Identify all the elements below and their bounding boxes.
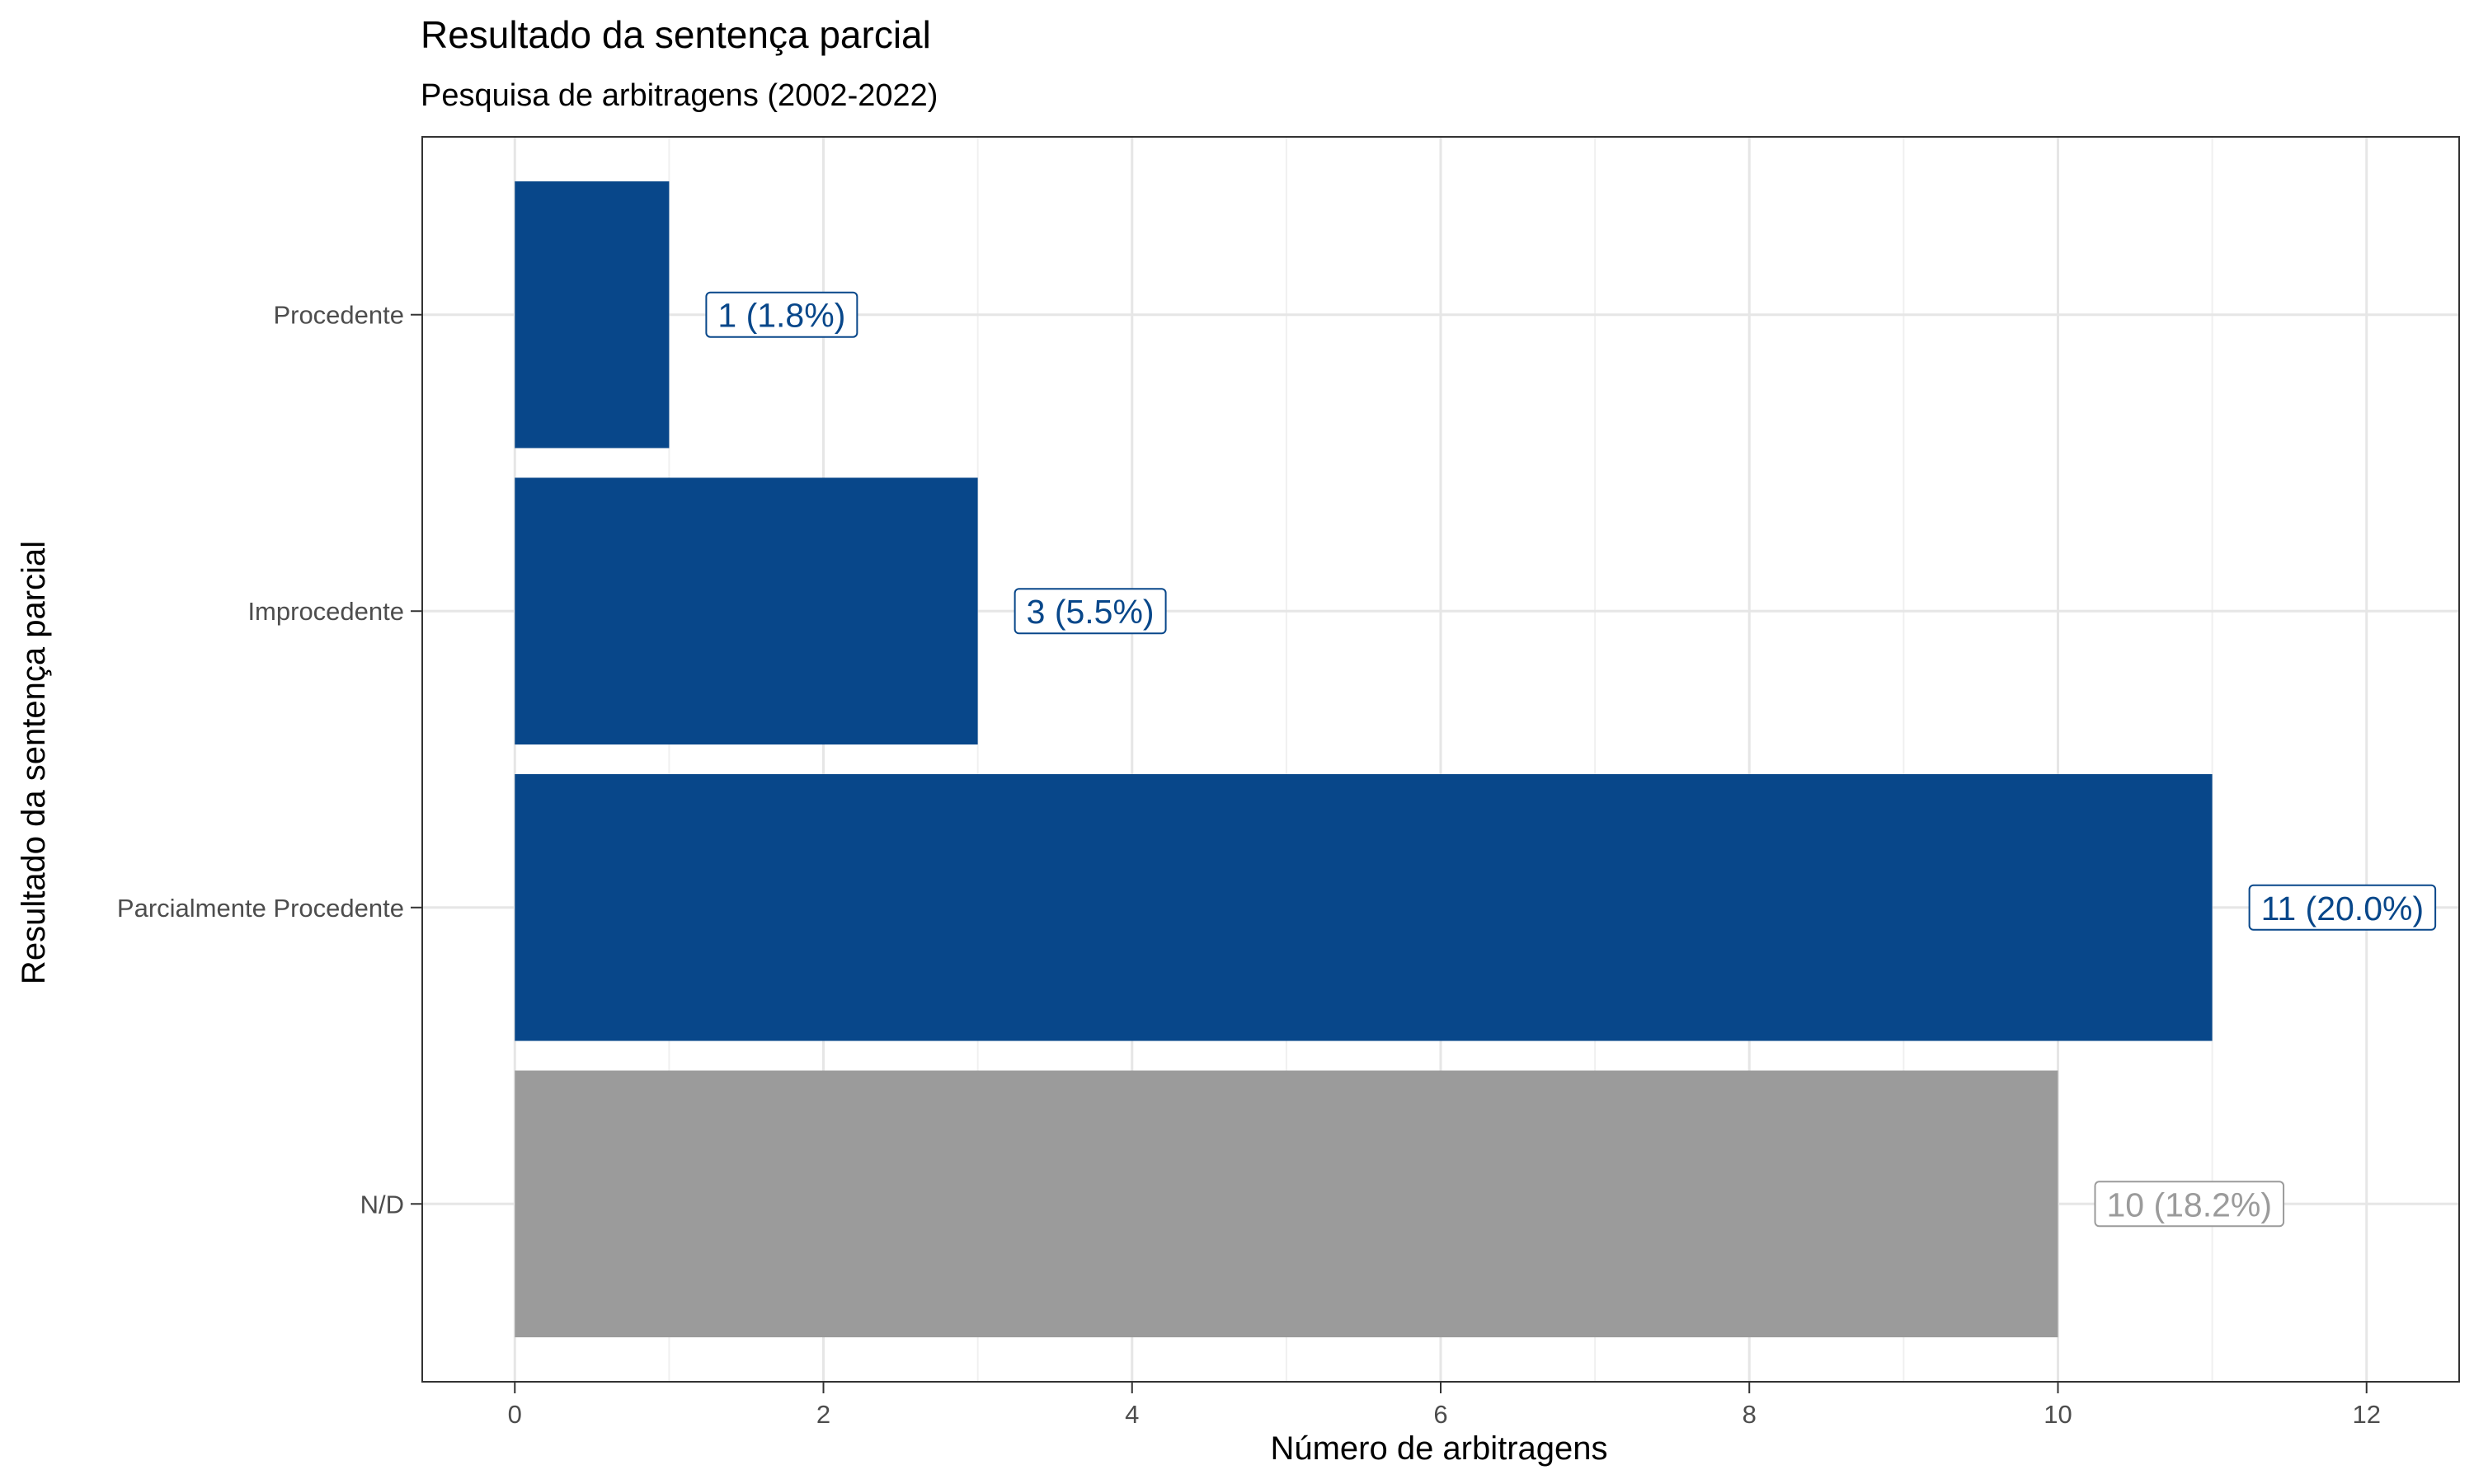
data-label-box	[2248, 884, 2437, 931]
x-tick-label: 0	[508, 1400, 522, 1429]
data-label-text: 1 (1.8%)	[717, 297, 845, 335]
y-axis-title: Resultado da sentença parcial	[16, 541, 52, 984]
x-tick-label: 8	[1743, 1400, 1757, 1429]
bar	[515, 181, 670, 448]
x-axis-title: Número de arbitragens	[1270, 1430, 1607, 1467]
bar	[515, 477, 978, 745]
x-tick-label: 2	[816, 1400, 830, 1429]
bar	[515, 773, 2213, 1041]
plot-panel-border	[421, 136, 2460, 1383]
data-label-text: 10 (18.2%)	[2106, 1186, 2272, 1223]
y-tick-label: N/D	[360, 1190, 404, 1219]
chart-subtitle: Pesquisa de arbitragens (2002-2022)	[421, 78, 938, 113]
data-label-box	[705, 291, 858, 338]
data-label: 3 (5.5%)	[1014, 588, 1167, 635]
x-tick-label: 4	[1125, 1400, 1139, 1429]
x-tick-label: 10	[2044, 1400, 2072, 1429]
axes: 0 2 4 6 8 10 12 Procedente Improcedente Parcialme…	[117, 301, 2381, 1429]
x-tick-label: 6	[1433, 1400, 1447, 1429]
data-labels: 1 (1.8%) 3 (5.5%) 11 (20.0%) 10 (18.2%)	[705, 291, 2437, 1228]
y-tick-label: Parcialmente Procedente	[117, 894, 404, 923]
data-label-box	[2094, 1181, 2285, 1228]
y-tick-label: Procedente	[273, 301, 404, 330]
y-tick-label: Improcedente	[247, 597, 404, 626]
data-label: 10 (18.2%)	[2094, 1181, 2285, 1228]
x-tick-label: 12	[2352, 1400, 2380, 1429]
bars	[515, 181, 2213, 1338]
data-label: 1 (1.8%)	[705, 291, 858, 338]
data-label-box	[1014, 588, 1167, 635]
bar	[515, 1070, 2058, 1338]
data-label: 11 (20.0%)	[2248, 884, 2437, 931]
chart-title: Resultado da sentença parcial	[421, 13, 931, 56]
data-label-text: 3 (5.5%)	[1027, 593, 1155, 631]
data-label-text: 11 (20.0%)	[2261, 890, 2425, 928]
